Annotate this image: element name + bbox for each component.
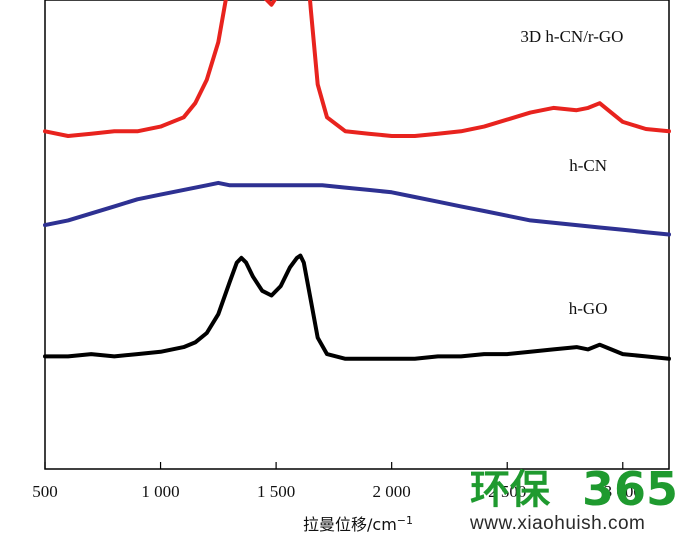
x-tick-label: 2 500 xyxy=(488,482,526,501)
plot-frame xyxy=(44,0,670,470)
watermark-logo: 环保 365 www.xiaohuish.com xyxy=(469,462,678,534)
series-labels: 3D h-CN/r-GO h-CN h-GO xyxy=(520,27,623,318)
series-line xyxy=(43,180,671,237)
series-line xyxy=(43,0,671,138)
x-tick-label: 500 xyxy=(32,482,58,501)
series-line xyxy=(43,253,671,361)
x-tick-label: 1 000 xyxy=(141,482,179,501)
x-axis-title: 拉曼位移/cm−1 xyxy=(303,514,413,534)
x-axis-ticks: 500 1 000 1 500 2 000 2 500 3 000 xyxy=(32,462,642,501)
x-tick-label: 2 000 xyxy=(373,482,411,501)
watermark-url: www.xiaohuish.com xyxy=(469,513,645,534)
series-lines xyxy=(43,0,671,361)
x-tick-label: 3 000 xyxy=(604,482,642,501)
x-tick-label: 1 500 xyxy=(257,482,295,501)
series-label: 3D h-CN/r-GO xyxy=(520,27,623,46)
watermark-brand-cn: 环保 xyxy=(470,467,551,513)
series-label: h-CN xyxy=(569,156,607,175)
watermark-brand-num: 365 xyxy=(582,462,678,516)
series-label: h-GO xyxy=(569,299,608,318)
